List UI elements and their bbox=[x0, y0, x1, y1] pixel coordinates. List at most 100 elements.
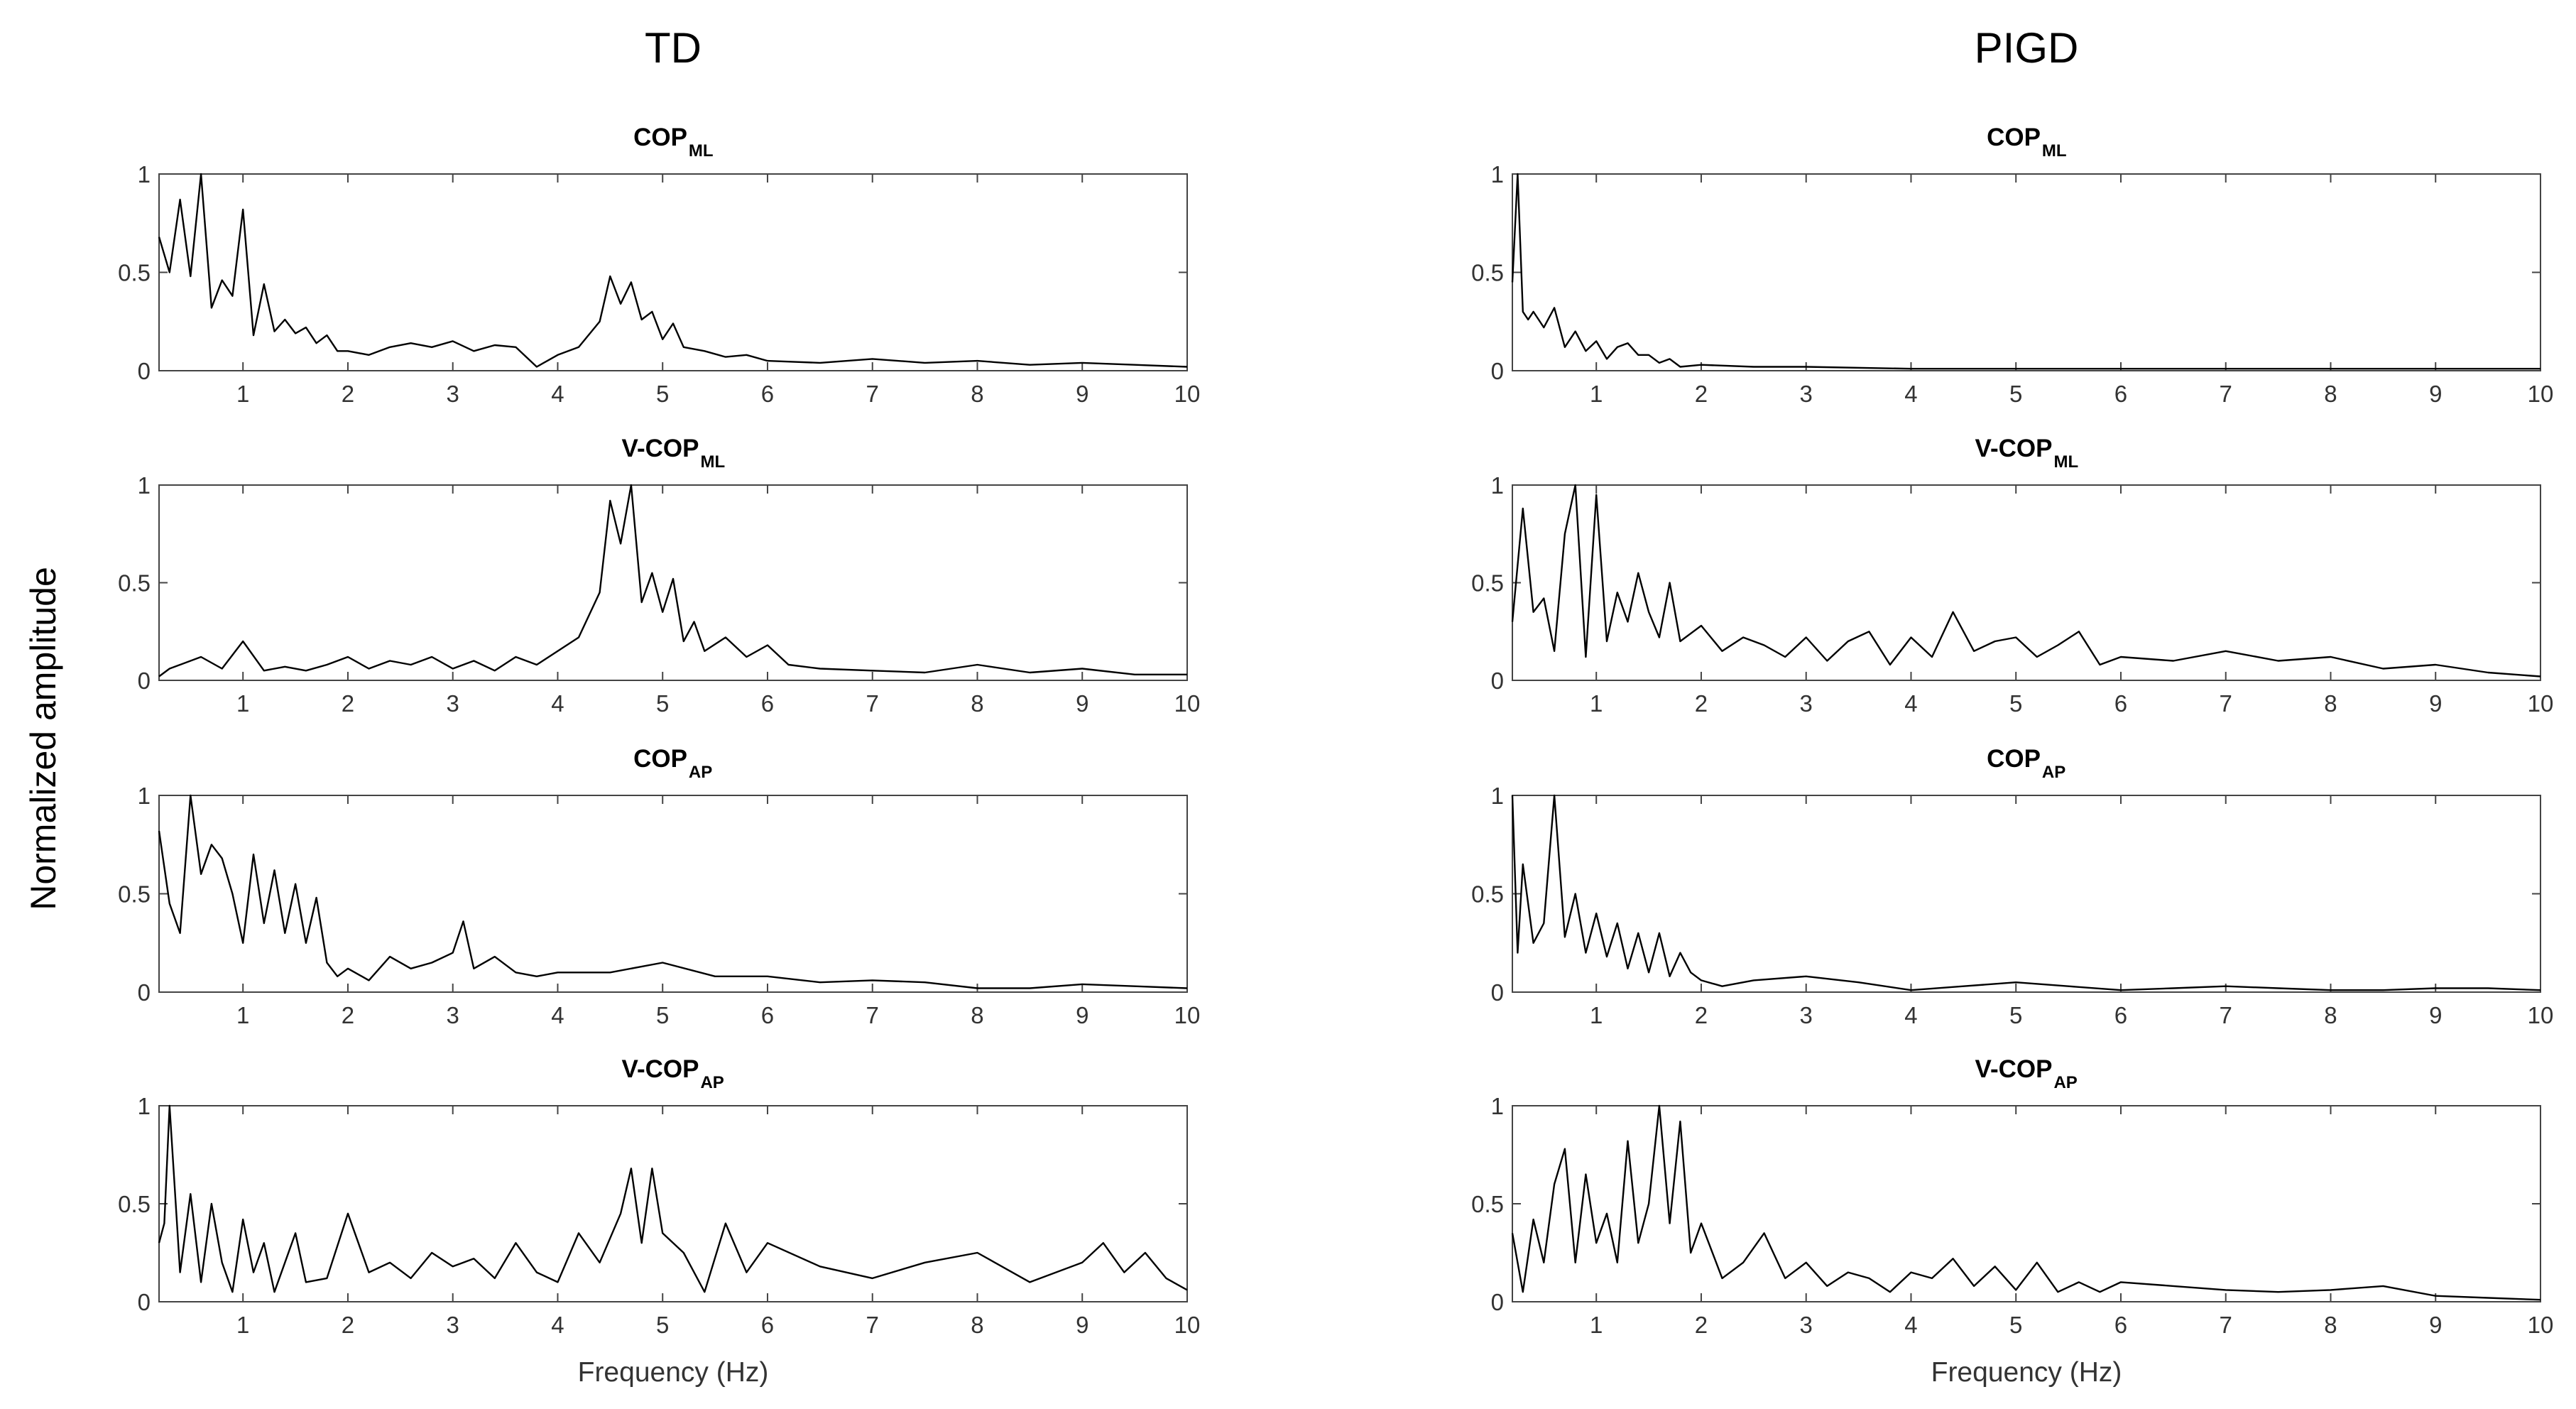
panel-title-subscript: ML bbox=[700, 452, 725, 472]
series-line bbox=[158, 1104, 1188, 1293]
series-line bbox=[1511, 173, 2540, 370]
axes-frame bbox=[1512, 1105, 2541, 1302]
y-tick-label: 1 bbox=[1491, 1093, 1504, 1119]
x-tick-label: 1 bbox=[236, 1002, 249, 1028]
panel-title: COP bbox=[633, 745, 687, 773]
x-tick-label: 6 bbox=[2114, 1002, 2127, 1028]
x-tick-label: 4 bbox=[551, 690, 564, 717]
y-tick-label: 1 bbox=[138, 1093, 151, 1119]
y-tick-label: 1 bbox=[1491, 472, 1504, 499]
x-tick-label: 6 bbox=[761, 1002, 774, 1028]
panel-pigd-cop-ml: COP ML 0 0.5 1 1 2 3 4 5 6 7 8 9 10 bbox=[1471, 124, 2553, 407]
x-tick-label: 7 bbox=[866, 381, 879, 407]
x-tick-label: 5 bbox=[656, 1312, 669, 1338]
x-tick-label: 9 bbox=[1076, 1002, 1088, 1028]
x-tick-label: 6 bbox=[761, 690, 774, 717]
x-tick-label: 3 bbox=[1800, 690, 1813, 717]
x-tick-label: 7 bbox=[2220, 690, 2232, 717]
x-tick-label: 3 bbox=[1800, 1312, 1813, 1338]
x-tick-label: 10 bbox=[2528, 1002, 2554, 1028]
panel-td-cop-ml: COP ML 0 0.5 1 1 2 3 4 5 6 7 8 9 10 bbox=[118, 124, 1200, 407]
panel-title-subscript: AP bbox=[700, 1073, 724, 1092]
series-line bbox=[158, 794, 1188, 989]
x-tick-label: 7 bbox=[2220, 1312, 2232, 1338]
y-tick-label: 0 bbox=[138, 1289, 151, 1315]
x-tick-label: 8 bbox=[971, 690, 983, 717]
x-tick-label: 9 bbox=[1076, 1312, 1088, 1338]
x-tick-label: 9 bbox=[2429, 1312, 2442, 1338]
x-tick-label: 10 bbox=[2528, 690, 2554, 717]
x-tick-label: 5 bbox=[2009, 1312, 2022, 1338]
x-tick-label: 2 bbox=[342, 381, 354, 407]
panel-title-subscript: AP bbox=[2042, 763, 2065, 782]
panel-title-subscript: AP bbox=[689, 763, 712, 782]
y-tick-label: 0.5 bbox=[118, 881, 151, 908]
series-line bbox=[1511, 794, 2541, 991]
y-tick-label: 0 bbox=[1491, 668, 1504, 694]
x-tick-label: 7 bbox=[866, 1002, 879, 1028]
x-tick-label: 6 bbox=[2114, 381, 2127, 407]
x-tick-label: 10 bbox=[1174, 690, 1201, 717]
x-tick-label: 7 bbox=[2220, 381, 2232, 407]
axes-frame bbox=[158, 173, 1188, 371]
y-tick-label: 0.5 bbox=[1471, 881, 1504, 908]
x-axis-label-pigd: Frequency (Hz) bbox=[1931, 1357, 2122, 1388]
column-title-pigd: PIGD bbox=[1975, 24, 2079, 72]
x-tick-label: 10 bbox=[2528, 381, 2554, 407]
x-tick-label: 4 bbox=[1904, 690, 1917, 717]
panel-td-cop-ap: COP AP 0 0.5 1 1 2 3 4 5 6 7 8 9 10 bbox=[118, 745, 1200, 1028]
panel-title: V-COP bbox=[1975, 1055, 2053, 1083]
series-line bbox=[1511, 1104, 2541, 1301]
panel-pigd-v-cop-ml: V-COP ML 0 0.5 1 1 2 3 4 5 6 7 8 9 10 bbox=[1471, 435, 2553, 717]
panel-pigd-v-cop-ap: V-COP AP 0 0.5 1 1 2 3 4 5 6 7 8 9 10 bbox=[1471, 1055, 2553, 1338]
x-tick-label: 3 bbox=[447, 1312, 459, 1338]
y-tick-label: 0 bbox=[138, 979, 151, 1006]
x-axis-label-td: Frequency (Hz) bbox=[578, 1357, 769, 1388]
panel-pigd-cop-ap: COP AP 0 0.5 1 1 2 3 4 5 6 7 8 9 10 bbox=[1471, 745, 2553, 1028]
x-tick-label: 3 bbox=[1800, 381, 1813, 407]
y-tick-label: 1 bbox=[138, 472, 151, 499]
x-tick-label: 4 bbox=[551, 1002, 564, 1028]
panel-title-subscript: ML bbox=[2053, 452, 2078, 472]
y-tick-label: 0.5 bbox=[118, 570, 151, 597]
y-tick-label: 0 bbox=[1491, 358, 1504, 384]
series-line bbox=[158, 173, 1188, 368]
series-line bbox=[158, 484, 1187, 678]
y-tick-label: 0.5 bbox=[1471, 570, 1504, 597]
x-tick-label: 4 bbox=[551, 1312, 564, 1338]
x-tick-label: 7 bbox=[866, 690, 879, 717]
x-tick-label: 8 bbox=[971, 381, 983, 407]
x-tick-label: 5 bbox=[2009, 1002, 2022, 1028]
x-tick-label: 8 bbox=[971, 1002, 983, 1028]
x-tick-label: 7 bbox=[2220, 1002, 2232, 1028]
x-tick-label: 1 bbox=[1590, 1312, 1603, 1338]
y-tick-label: 0 bbox=[1491, 1289, 1504, 1315]
y-tick-label: 0 bbox=[138, 668, 151, 694]
x-tick-label: 10 bbox=[1174, 381, 1201, 407]
panel-title-subscript: AP bbox=[2053, 1073, 2077, 1092]
x-tick-label: 8 bbox=[2324, 1002, 2337, 1028]
x-tick-label: 8 bbox=[2324, 1312, 2337, 1338]
x-tick-label: 4 bbox=[1904, 1312, 1917, 1338]
x-tick-label: 4 bbox=[1904, 1002, 1917, 1028]
x-tick-label: 2 bbox=[1695, 381, 1708, 407]
axes-frame bbox=[1512, 173, 2541, 371]
x-tick-label: 5 bbox=[656, 690, 669, 717]
y-tick-label: 1 bbox=[1491, 161, 1504, 187]
x-tick-label: 10 bbox=[1174, 1312, 1201, 1338]
x-tick-label: 6 bbox=[761, 1312, 774, 1338]
y-tick-label: 1 bbox=[138, 783, 151, 809]
panel-title: V-COP bbox=[622, 435, 699, 462]
x-tick-label: 9 bbox=[2429, 690, 2442, 717]
x-tick-label: 2 bbox=[1695, 1002, 1708, 1028]
panel-title: V-COP bbox=[1975, 435, 2053, 462]
x-tick-label: 2 bbox=[342, 690, 354, 717]
panel-title: COP bbox=[1987, 745, 2041, 773]
column-title-td: TD bbox=[645, 24, 702, 72]
x-tick-label: 1 bbox=[236, 690, 249, 717]
x-tick-label: 8 bbox=[2324, 381, 2337, 407]
x-tick-label: 1 bbox=[236, 1312, 249, 1338]
x-tick-label: 5 bbox=[656, 1002, 669, 1028]
panel-title-subscript: ML bbox=[689, 141, 714, 161]
